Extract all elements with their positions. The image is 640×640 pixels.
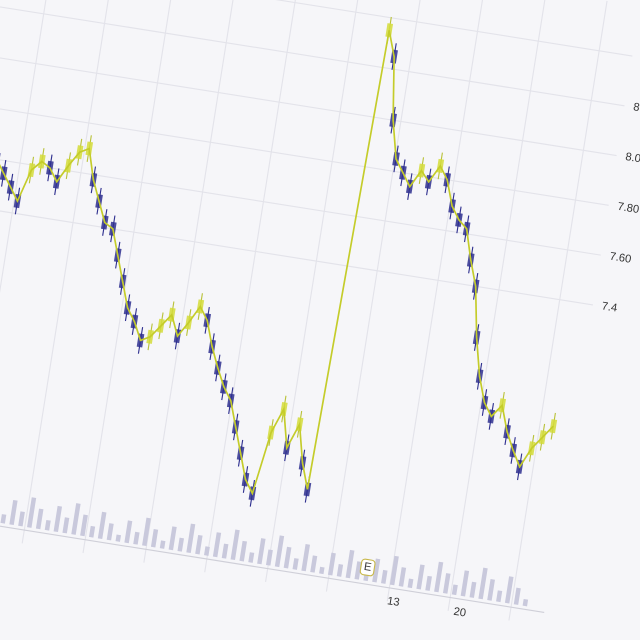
event-marker-box xyxy=(359,558,376,577)
volume-bar xyxy=(283,546,292,569)
volume-bar xyxy=(504,576,514,604)
volume-bar xyxy=(513,587,521,605)
volume-bar xyxy=(0,514,7,524)
volume-bar xyxy=(88,525,96,538)
volume-bar xyxy=(80,514,88,537)
volume-bar xyxy=(310,555,318,573)
volume-bar xyxy=(195,534,203,555)
price-tick-label: 7.60 xyxy=(609,251,632,266)
volume-bar xyxy=(336,564,344,577)
volume-bar xyxy=(416,564,425,590)
volume-bar xyxy=(53,505,63,533)
price-tick-label: 7.4 xyxy=(601,300,618,314)
volume-bar xyxy=(44,519,51,531)
grid-line xyxy=(0,53,617,157)
volume-bar xyxy=(257,538,266,565)
volume-bar xyxy=(35,508,44,530)
grid-line xyxy=(0,0,633,57)
grid-line xyxy=(0,103,609,206)
volume-bar xyxy=(168,526,177,551)
grid-line-vertical xyxy=(265,0,365,582)
volume-bar xyxy=(186,523,196,554)
volume-bar xyxy=(9,499,18,526)
volume-bar xyxy=(124,520,133,544)
volume-bar xyxy=(265,549,273,566)
volume-bar xyxy=(106,523,114,541)
volume-bar xyxy=(239,540,248,562)
volume-bar xyxy=(372,558,381,583)
volume-bar xyxy=(292,558,299,570)
volume-bar xyxy=(522,598,529,607)
volume-bar xyxy=(212,532,222,558)
volume-bar xyxy=(115,534,122,542)
grid-line-vertical xyxy=(143,0,243,563)
volume-bar xyxy=(18,511,25,527)
price-tick-label: 8.00 xyxy=(624,151,640,166)
volume-bar xyxy=(177,537,185,552)
volume-bar xyxy=(150,529,159,548)
volume-bar xyxy=(425,575,432,591)
volume-bar xyxy=(319,566,325,575)
volume-bar xyxy=(204,546,210,556)
grid-line-vertical xyxy=(447,0,547,611)
price-tick-label: 7.80 xyxy=(617,201,640,216)
volume-bar xyxy=(230,529,240,561)
volume-bar xyxy=(221,543,229,559)
volume-bar xyxy=(478,567,488,600)
volume-bar xyxy=(71,503,81,535)
grid-line xyxy=(0,3,625,107)
volume-bar xyxy=(142,517,151,547)
volume-bar xyxy=(133,531,140,545)
price-line xyxy=(0,30,554,496)
volume-bar xyxy=(496,590,503,603)
volume-bar xyxy=(407,578,414,589)
volume-bar xyxy=(381,569,388,584)
volume-bar xyxy=(327,552,336,576)
event-marker: E xyxy=(363,561,372,574)
grid-line-vertical xyxy=(386,0,486,602)
grid-line-vertical xyxy=(0,0,61,534)
time-axis xyxy=(0,510,545,613)
grid-line-vertical xyxy=(204,0,304,573)
volume-bar xyxy=(398,567,407,587)
volume-bar xyxy=(345,549,355,579)
grid-line-vertical xyxy=(325,0,426,592)
price-tick-label: 8.20 xyxy=(632,101,640,116)
volume-bar xyxy=(389,555,399,586)
volume-bar xyxy=(97,511,107,540)
volume-bar xyxy=(159,540,166,549)
grid-line-vertical xyxy=(82,0,182,554)
grid-line-vertical xyxy=(21,0,121,544)
volume-bar xyxy=(451,584,458,596)
volume-bar xyxy=(248,552,255,563)
time-label: 20 xyxy=(453,606,467,620)
volume-bar xyxy=(301,544,311,572)
volume-bar xyxy=(274,535,285,568)
volume-bar xyxy=(487,578,495,601)
volume-bar xyxy=(442,573,451,594)
volume-bar xyxy=(460,570,470,597)
volume-bar xyxy=(27,497,37,528)
volume-bar xyxy=(354,561,362,580)
grid-line xyxy=(0,202,594,306)
volume-bar xyxy=(434,561,444,593)
grid-line-vertical xyxy=(508,0,608,621)
volume-bar xyxy=(62,517,70,534)
volume-bar xyxy=(469,581,477,598)
time-label: 13 xyxy=(386,595,400,609)
